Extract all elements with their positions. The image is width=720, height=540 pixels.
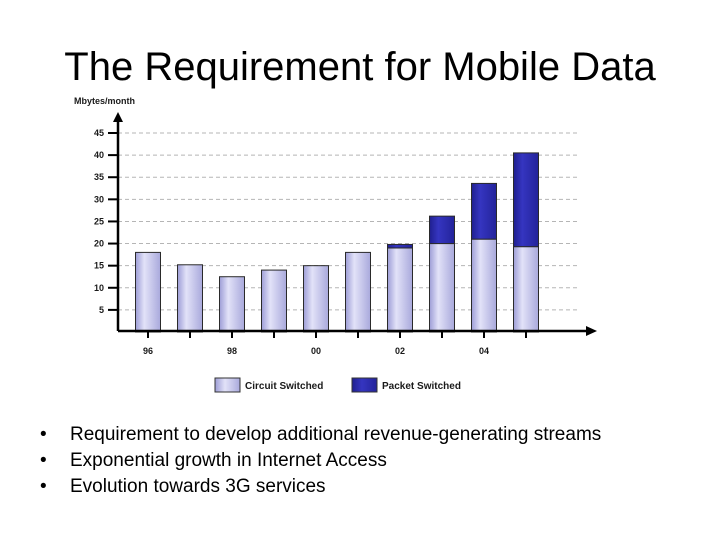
bullet-item: • Evolution towards 3G services xyxy=(40,474,601,500)
bullet-text: Requirement to develop additional revenu… xyxy=(70,424,602,445)
x-tick-label: 98 xyxy=(227,346,237,356)
y-tick-label: 45 xyxy=(94,128,104,138)
bullet-list: • Requirement to develop additional reven… xyxy=(40,422,601,500)
y-tick-label: 20 xyxy=(94,239,104,249)
bar-circuit-switched-99 xyxy=(261,269,287,333)
x-tick-label: 00 xyxy=(311,346,321,356)
bar-circuit-switched-01 xyxy=(345,251,371,333)
y-tick-label: 10 xyxy=(94,283,104,293)
y-tick-label: 15 xyxy=(94,261,104,271)
bullet-dot: • xyxy=(40,450,47,471)
bullet-item: • Requirement to develop additional reven… xyxy=(40,422,601,448)
bar-circuit-switched-97 xyxy=(177,264,203,333)
bullet-dot: • xyxy=(40,476,47,497)
bar-circuit-switched-03 xyxy=(429,243,455,333)
bar-circuit-switched-00 xyxy=(303,265,329,333)
y-axis-arrow xyxy=(113,112,123,122)
y-tick-label: 5 xyxy=(99,305,104,315)
bar-packet-switched-04 xyxy=(471,182,497,240)
bar-packet-switched-05 xyxy=(513,152,539,248)
mobile-data-chart: Mbytes/month 5 10 15 20 25 30 35 40 45 96 98 00 02 0… xyxy=(74,96,597,393)
axes xyxy=(113,112,597,336)
bar-circuit-switched-04 xyxy=(471,238,497,333)
bar-circuit-switched-02 xyxy=(387,247,413,333)
bullet-dot: • xyxy=(40,424,47,445)
y-axis-label: Mbytes/month xyxy=(74,96,135,106)
legend: Circuit Switched Packet Switched xyxy=(214,377,461,393)
bullet-item: • Exponential growth in Internet Access xyxy=(40,448,601,474)
bar-circuit-switched-05 xyxy=(513,246,539,333)
x-tick-label: 04 xyxy=(479,346,489,356)
bar-packet-switched-03 xyxy=(429,215,455,245)
legend-swatch-circuit-switched xyxy=(214,377,241,393)
legend-swatch-packet-switched xyxy=(351,377,378,393)
y-axis-ticks: 5 10 15 20 25 30 35 40 45 xyxy=(94,128,118,315)
bar-circuit-switched-96 xyxy=(135,251,161,333)
x-axis-ticks: 96 98 00 02 04 xyxy=(143,331,527,356)
x-tick-label: 96 xyxy=(143,346,153,356)
legend-label-packet-switched: Packet Switched xyxy=(382,381,461,392)
slide-title: The Requirement for Mobile Data xyxy=(64,45,656,89)
x-tick-label: 02 xyxy=(395,346,405,356)
y-tick-label: 40 xyxy=(94,150,104,160)
bullet-text: Exponential growth in Internet Access xyxy=(70,450,387,471)
bar-packet-switched-02 xyxy=(387,243,413,249)
bullet-text: Evolution towards 3G services xyxy=(70,476,326,497)
y-tick-label: 25 xyxy=(94,216,104,226)
bar-circuit-switched-98 xyxy=(219,276,245,333)
y-tick-label: 35 xyxy=(94,172,104,182)
x-axis-arrow xyxy=(586,326,597,336)
bars xyxy=(135,152,539,333)
legend-label-circuit-switched: Circuit Switched xyxy=(245,381,323,392)
y-tick-label: 30 xyxy=(94,194,104,204)
